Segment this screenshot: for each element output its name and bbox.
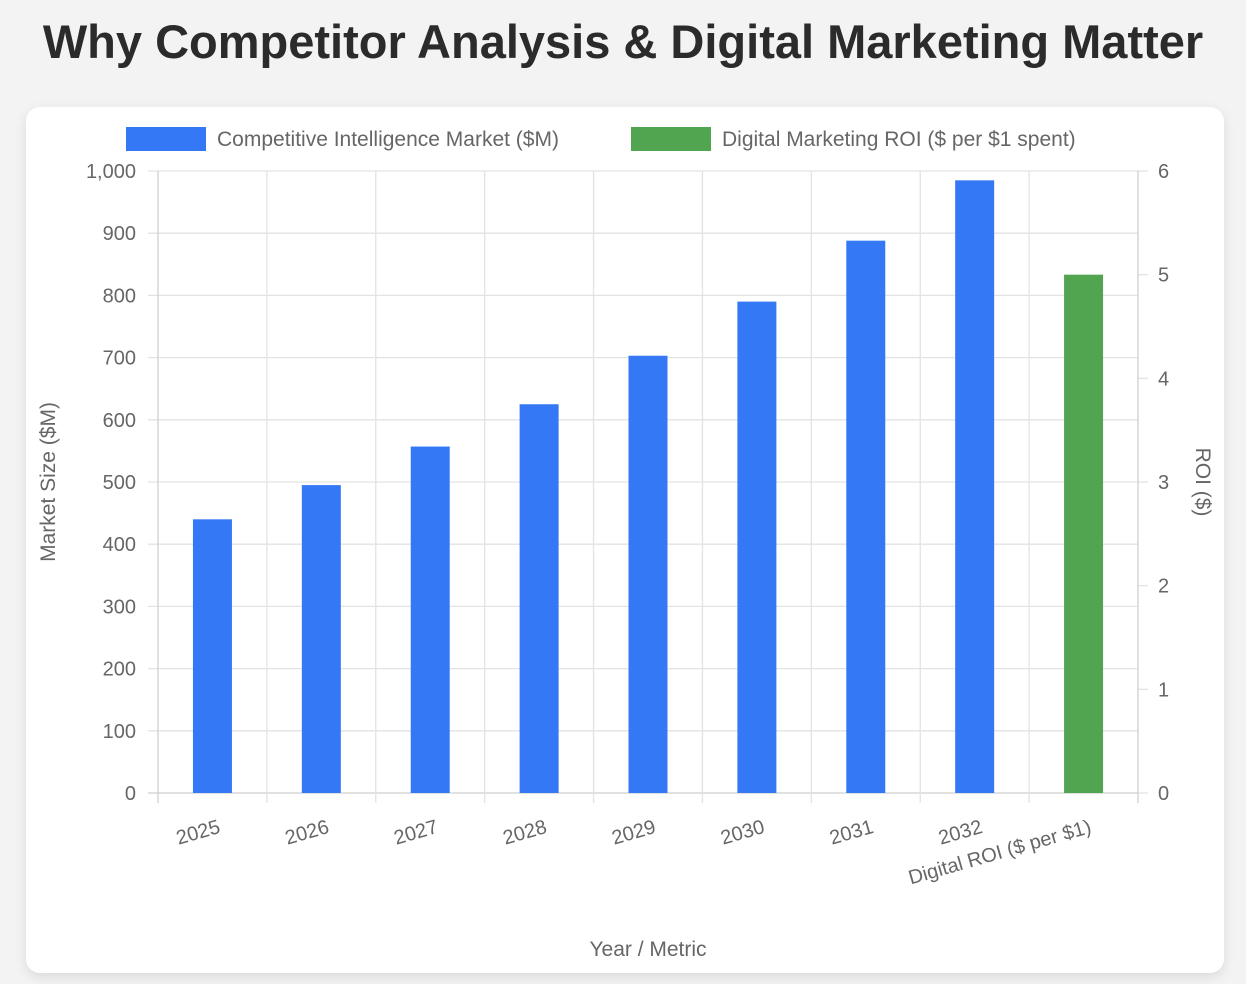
y-tick-label: 500 (103, 472, 136, 494)
legend: Competitive Intelligence Market ($M) Digi… (126, 127, 1076, 151)
x-tick-label: 2027 (392, 816, 441, 849)
bar-market-2026[interactable] (301, 485, 341, 793)
y-tick-label: 200 (103, 659, 136, 681)
y-tick-label: 700 (103, 348, 136, 370)
x-tick-label: 2028 (501, 816, 550, 849)
x-tick-label: 2032 (936, 816, 985, 849)
x-tick-label: Digital ROI ($ per $1) (906, 816, 1094, 889)
y-tick-label: 300 (103, 596, 136, 618)
bar-market-2030[interactable] (737, 301, 777, 793)
legend-swatch-market[interactable] (126, 127, 206, 151)
bar-market-2027[interactable] (410, 446, 450, 793)
y2-axis-title: ROI ($) (1191, 448, 1214, 517)
x-tick-label: 2031 (827, 816, 876, 849)
y-tick-label: 600 (103, 410, 136, 432)
x-axis-title: Year / Metric (589, 938, 706, 961)
y2-tick-label: 1 (1158, 679, 1169, 701)
bar-market-2031[interactable] (846, 240, 886, 793)
y-tick-label: 900 (103, 223, 136, 245)
x-tick-label: 2030 (718, 816, 767, 849)
y-axis-title: Market Size ($M) (37, 402, 60, 562)
page-title: Why Competitor Analysis & Digital Market… (42, 15, 1204, 68)
axes: 0 100 200 300 400 500 600 700 800 900 1,000 0 1 2 3 4 5 6… (86, 161, 1169, 889)
y-tick-label: 1,000 (86, 161, 136, 183)
y-tick-label: 400 (103, 534, 136, 556)
bar-roi[interactable] (1064, 274, 1104, 794)
y2-tick-label: 6 (1158, 161, 1169, 183)
x-tick-label: 2029 (609, 816, 658, 849)
x-tick-label: 2026 (283, 816, 332, 849)
legend-swatch-roi[interactable] (631, 127, 711, 151)
y2-tick-label: 0 (1158, 783, 1169, 805)
legend-label-market[interactable]: Competitive Intelligence Market ($M) (217, 128, 559, 151)
bar-market-2028[interactable] (519, 404, 559, 793)
bar-market-2025[interactable] (192, 519, 232, 793)
y2-tick-label: 4 (1158, 368, 1169, 390)
bar-market-2029[interactable] (628, 355, 668, 793)
y-tick-label: 100 (103, 721, 136, 743)
bar-market-2032[interactable] (955, 180, 995, 793)
y2-tick-label: 5 (1158, 265, 1169, 287)
legend-label-roi[interactable]: Digital Marketing ROI ($ per $1 spent) (722, 128, 1076, 151)
y-tick-label: 800 (103, 285, 136, 307)
bars (192, 180, 1104, 794)
y2-tick-label: 3 (1158, 472, 1169, 494)
y-tick-label: 0 (125, 783, 136, 805)
x-tick-label: 2025 (174, 816, 223, 849)
y2-tick-label: 2 (1158, 576, 1169, 598)
